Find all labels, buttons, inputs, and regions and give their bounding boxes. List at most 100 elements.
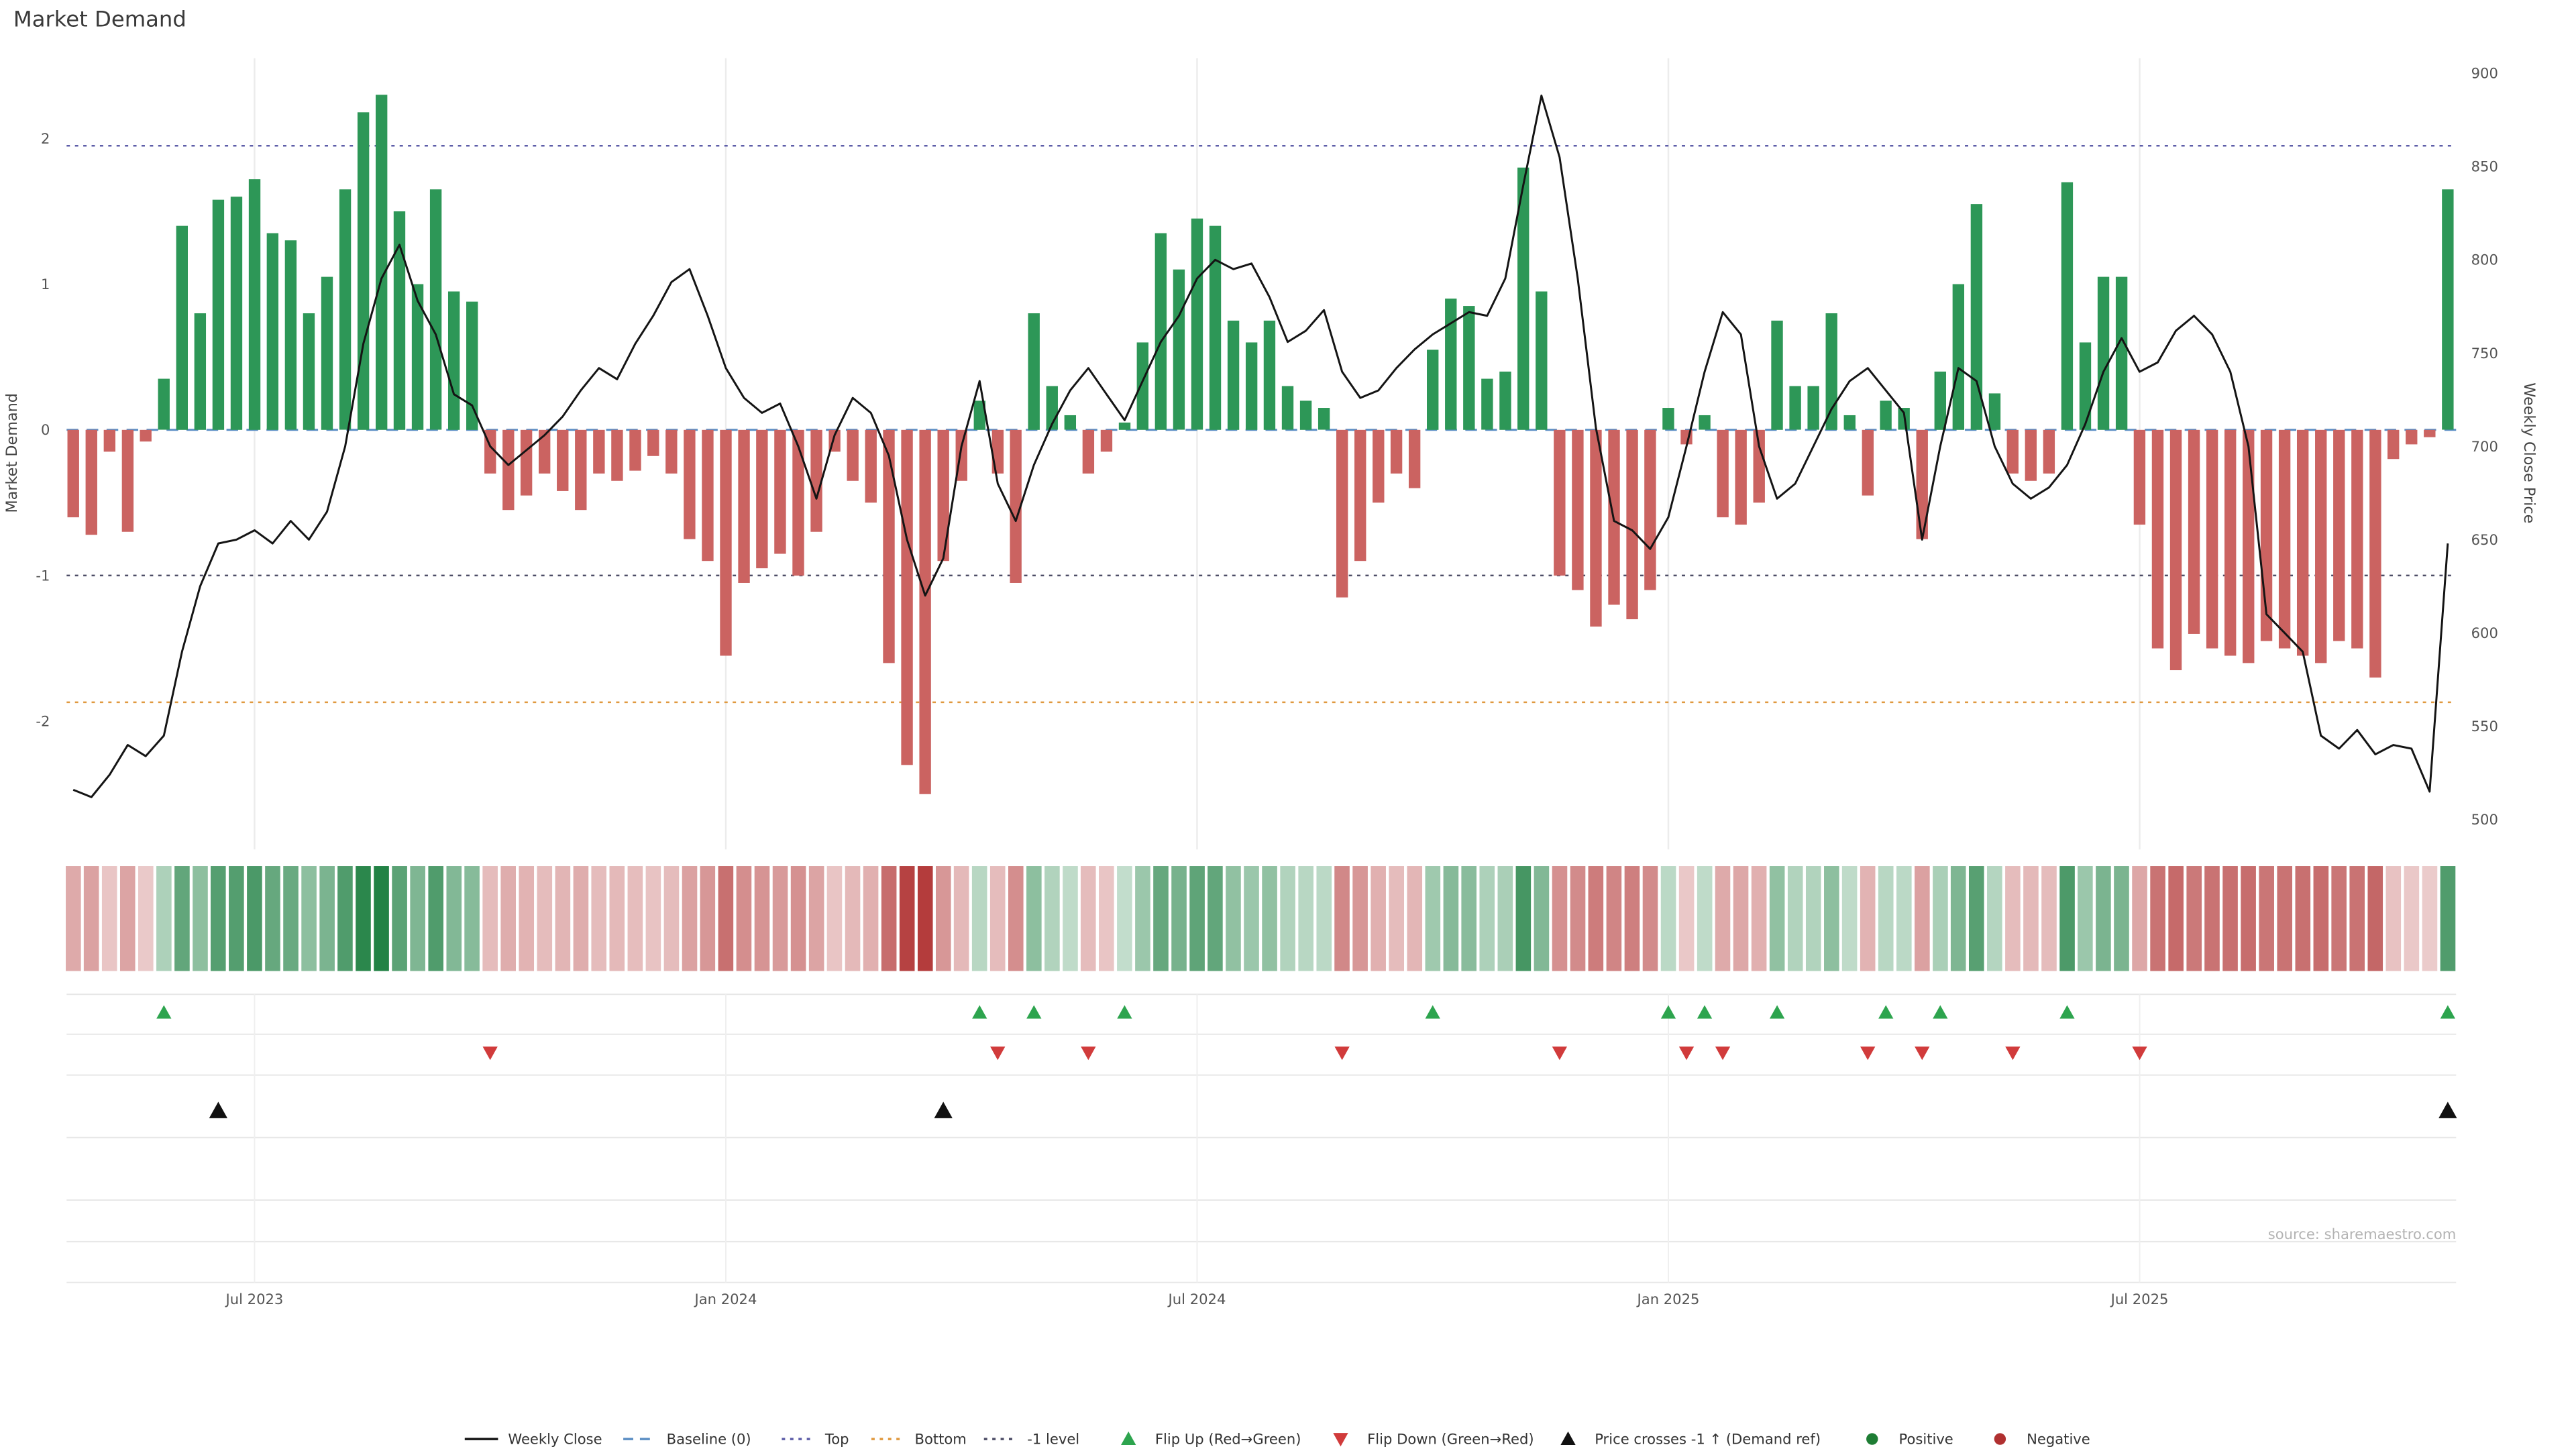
heat-cell (2295, 866, 2311, 971)
price-cross-icon (934, 1102, 953, 1118)
demand-bar (447, 291, 460, 430)
demand-bar (2097, 276, 2110, 430)
demand-bar (883, 429, 895, 663)
demand-bar (103, 429, 116, 452)
demand-bar (1916, 429, 1928, 539)
demand-bar (248, 179, 261, 430)
demand-bar (1590, 429, 1602, 627)
heat-cell (1262, 866, 1277, 971)
heat-cell (2005, 866, 2021, 971)
demand-bar (647, 429, 659, 456)
heat-cell (2349, 866, 2365, 971)
demand-bar (1771, 320, 1783, 430)
heat-cell (1026, 866, 1042, 971)
price-cross-icon (2438, 1102, 2457, 1118)
demand-bar (2406, 429, 2418, 445)
legend-item: Flip Up (Red→Green) (1121, 1431, 1301, 1448)
demand-bar (2224, 429, 2237, 656)
legend-item-label: Flip Down (Green→Red) (1367, 1431, 1534, 1448)
heat-cell (1787, 866, 1803, 971)
heat-cell (1715, 866, 1731, 971)
heat-cell (2259, 866, 2274, 971)
demand-bar (2333, 429, 2345, 641)
heat-cell (609, 866, 625, 971)
demand-bar (774, 429, 786, 554)
heat-cell (519, 866, 535, 971)
heat-cell (410, 866, 425, 971)
heat-cell (446, 866, 462, 971)
heat-cell (1678, 866, 1695, 971)
heat-cell (119, 866, 136, 971)
demand-bar (2043, 429, 2055, 474)
y-tick-label: 850 (2471, 158, 2498, 175)
demand-bar (575, 429, 587, 511)
y-tick-label: -2 (36, 713, 50, 730)
demand-bar (2296, 429, 2309, 656)
demand-bar (557, 429, 569, 491)
demand-bar (2387, 429, 2400, 460)
flip-down-icon (990, 1046, 1006, 1061)
legend-item: Top (782, 1431, 849, 1448)
demand-bar (1136, 342, 1148, 430)
demand-bar (991, 429, 1004, 474)
demand-bar (702, 429, 714, 561)
flip-down-icon (1552, 1046, 1568, 1061)
demand-bar (194, 313, 207, 430)
demand-bar (847, 429, 859, 481)
heat-cell (682, 866, 698, 971)
price-line (72, 95, 2449, 798)
legend-item-label: Price crosses -1 ↑ (Demand ref) (1595, 1431, 1821, 1448)
demand-bar (1499, 371, 1511, 430)
heat-cell (881, 866, 897, 971)
legend-item: Bottom (871, 1431, 967, 1448)
demand-bar (2424, 429, 2436, 437)
flip-up-icon (1026, 1005, 1042, 1019)
heat-cell (1624, 866, 1640, 971)
heat-cell (1968, 866, 1984, 971)
heat-cell (1660, 866, 1676, 971)
heat-cell (2096, 866, 2111, 971)
heat-cell (591, 866, 607, 971)
demand-bar (1554, 429, 1566, 576)
heat-cell (283, 866, 299, 971)
heat-cell (156, 866, 172, 971)
demand-bar (738, 429, 750, 583)
demand-bar (266, 233, 279, 430)
heat-cell (754, 866, 770, 971)
demand-bar (121, 429, 134, 532)
demand-bar (1010, 429, 1022, 583)
demand-bar (865, 429, 877, 503)
demand-bar (1263, 320, 1276, 430)
heat-cell (265, 866, 280, 971)
y-tick-label: 600 (2471, 625, 2498, 641)
demand-bar (1245, 342, 1258, 430)
heat-cell (1244, 866, 1259, 971)
y-tick-label: 500 (2471, 811, 2498, 828)
demand-bar (720, 429, 732, 656)
heat-cell (101, 866, 117, 971)
legend-item: Flip Down (Green→Red) (1333, 1431, 1534, 1448)
flip-up-icon (156, 1005, 172, 1019)
y-axis-right-ticks: 900 850 800 750 700 650 600 550 500 (2471, 65, 2498, 828)
heat-cell (1733, 866, 1749, 971)
demand-bar (502, 429, 515, 511)
heat-cell (1425, 866, 1441, 971)
flip-down-icon (2132, 1046, 2147, 1061)
legend-glyph-triangle-down (1333, 1433, 1348, 1447)
heat-cell (845, 866, 861, 971)
price-cross-icon (209, 1102, 228, 1118)
heatmap-strip (66, 866, 2456, 971)
demand-bar (665, 429, 678, 474)
y-axis-left-ticks: 2 1 0 -1 -2 (36, 130, 50, 730)
flip-up-markers (156, 1005, 2456, 1019)
heat-cell (1950, 866, 1966, 971)
demand-bar (2442, 189, 2454, 430)
flip-down-icon (482, 1046, 498, 1061)
heat-cell (1588, 866, 1604, 971)
heat-cell (83, 866, 99, 971)
demand-bar (1373, 429, 1385, 503)
demand-bar (1662, 408, 1674, 430)
demand-bar (1481, 378, 1493, 430)
heat-cell (356, 866, 371, 971)
